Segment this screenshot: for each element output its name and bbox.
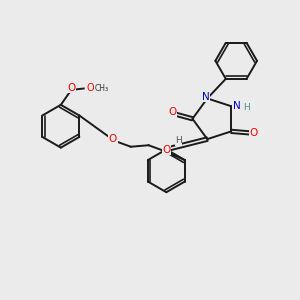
- Text: O: O: [86, 83, 94, 93]
- Text: O: O: [162, 145, 171, 155]
- Text: H: H: [175, 136, 182, 145]
- Text: CH₃: CH₃: [94, 84, 109, 93]
- Text: N: N: [202, 92, 210, 102]
- Text: O: O: [249, 128, 258, 138]
- Text: O: O: [67, 83, 75, 93]
- Text: O: O: [169, 107, 177, 117]
- Text: H: H: [243, 103, 250, 112]
- Text: O: O: [109, 134, 117, 144]
- Text: N: N: [233, 100, 240, 111]
